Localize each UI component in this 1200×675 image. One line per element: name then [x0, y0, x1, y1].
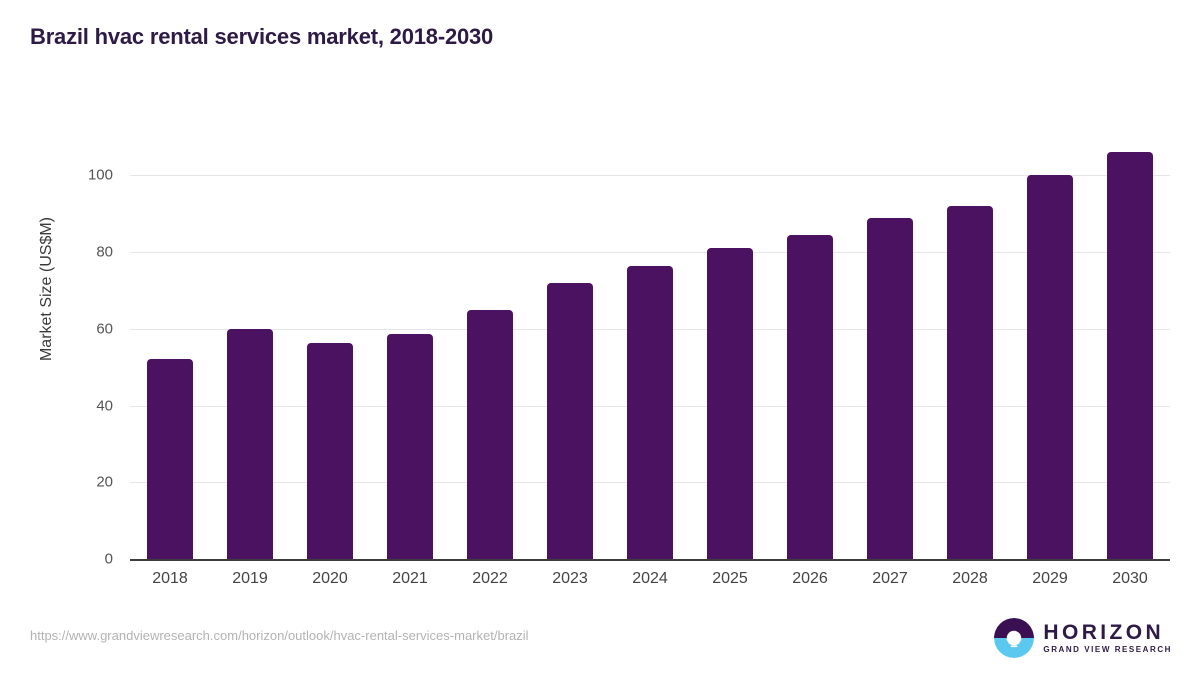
x-axis-tick-label: 2023 [552, 570, 588, 587]
y-axis-tick-label: 80 [96, 243, 113, 261]
y-axis-tick-label: 0 [104, 550, 113, 568]
bar-series [130, 137, 1170, 559]
y-axis-tick-label: 60 [96, 320, 113, 338]
x-axis-tick-label: 2027 [872, 570, 908, 587]
y-axis-title: Market Size (US$M) [38, 216, 55, 362]
source-url[interactable]: https://www.grandviewresearch.com/horizo… [30, 628, 529, 643]
logo-subtitle: GRAND VIEW RESEARCH [1043, 645, 1172, 654]
y-axis-tick-label: 40 [96, 397, 113, 415]
bar[interactable] [547, 282, 593, 559]
gridline [130, 252, 1170, 254]
x-axis-line [130, 559, 1170, 561]
x-axis-tick-label: 2026 [792, 570, 828, 587]
x-axis-tick-label: 2018 [152, 570, 188, 587]
bar[interactable] [707, 247, 753, 559]
bar[interactable] [227, 328, 273, 559]
bar[interactable] [867, 217, 913, 559]
bar[interactable] [147, 359, 193, 559]
x-axis-tick-label: 2028 [952, 570, 988, 587]
y-axis-tick-label: 20 [96, 473, 113, 491]
bar[interactable] [947, 206, 993, 559]
gridline [130, 175, 1170, 177]
x-axis-tick-label: 2030 [1112, 570, 1148, 587]
logo-text: HORIZON GRAND VIEW RESEARCH [1043, 622, 1172, 654]
x-axis-tick-label: 2024 [632, 570, 668, 587]
x-axis-tick-label: 2021 [392, 570, 428, 587]
logo-wordmark: HORIZON [1043, 621, 1165, 644]
x-axis-tick-label: 2029 [1032, 570, 1068, 587]
bar[interactable] [1107, 151, 1153, 559]
x-axis-tick-label: 2020 [312, 570, 348, 587]
bar[interactable] [627, 265, 673, 559]
bar[interactable] [307, 342, 353, 559]
bar[interactable] [467, 310, 513, 559]
bar[interactable] [787, 235, 833, 559]
bar[interactable] [387, 334, 433, 559]
x-axis-tick-label: 2025 [712, 570, 748, 587]
horizon-logo: HORIZON GRAND VIEW RESEARCH [994, 618, 1172, 658]
x-axis-tick-label: 2019 [232, 570, 268, 587]
horizon-sun-circle-icon [994, 618, 1035, 658]
page-title: Brazil hvac rental services market, 2018… [30, 24, 494, 49]
y-axis-tick-label: 100 [87, 166, 113, 184]
x-axis-tick-label: 2022 [472, 570, 508, 587]
bar[interactable] [1027, 175, 1073, 559]
